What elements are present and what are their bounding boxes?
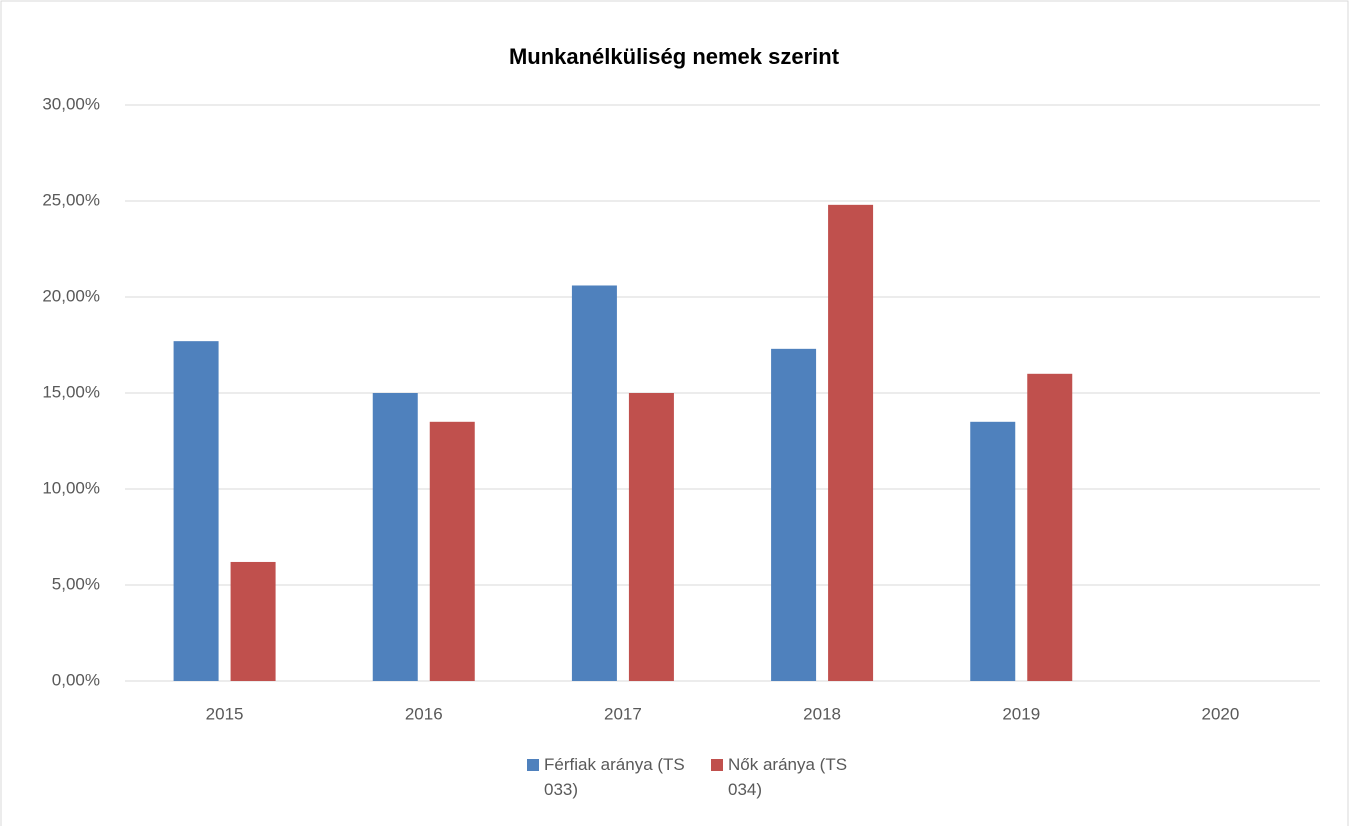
- y-tick-label: 20,00%: [42, 286, 100, 305]
- legend-swatch: [527, 759, 539, 771]
- y-tick-label: 30,00%: [42, 94, 100, 113]
- y-tick-label: 0,00%: [52, 670, 100, 689]
- y-tick-label: 5,00%: [52, 574, 100, 593]
- legend: Férfiak aránya (TS 033) Nők aránya (TS 03…: [527, 752, 871, 802]
- bar: [571, 285, 617, 681]
- x-tick-label: 2015: [206, 704, 244, 723]
- x-tick-label: 2016: [405, 704, 443, 723]
- x-tick-label: 2019: [1002, 704, 1040, 723]
- legend-swatch: [711, 759, 723, 771]
- y-tick-label: 10,00%: [42, 478, 100, 497]
- legend-label: Nők aránya (TS 034): [728, 755, 848, 799]
- y-tick-label: 15,00%: [42, 382, 100, 401]
- bar: [970, 421, 1016, 681]
- x-tick-label: 2018: [803, 704, 841, 723]
- bar: [230, 561, 276, 681]
- x-tick-label: 2020: [1202, 704, 1240, 723]
- chart-title: Munkanélküliség nemek szerint: [509, 44, 840, 69]
- legend-item: Nők aránya (TS 034): [711, 752, 871, 802]
- bar: [1027, 373, 1073, 681]
- x-tick-label: 2017: [604, 704, 642, 723]
- legend-label: Férfiak aránya (TS 033): [544, 755, 685, 799]
- bar: [372, 393, 418, 681]
- bar: [628, 393, 674, 681]
- bar: [828, 204, 874, 681]
- legend-item: Férfiak aránya (TS 033): [527, 752, 687, 802]
- bar: [429, 421, 475, 681]
- bar: [173, 341, 219, 681]
- bar: [771, 348, 817, 681]
- y-tick-label: 25,00%: [42, 190, 100, 209]
